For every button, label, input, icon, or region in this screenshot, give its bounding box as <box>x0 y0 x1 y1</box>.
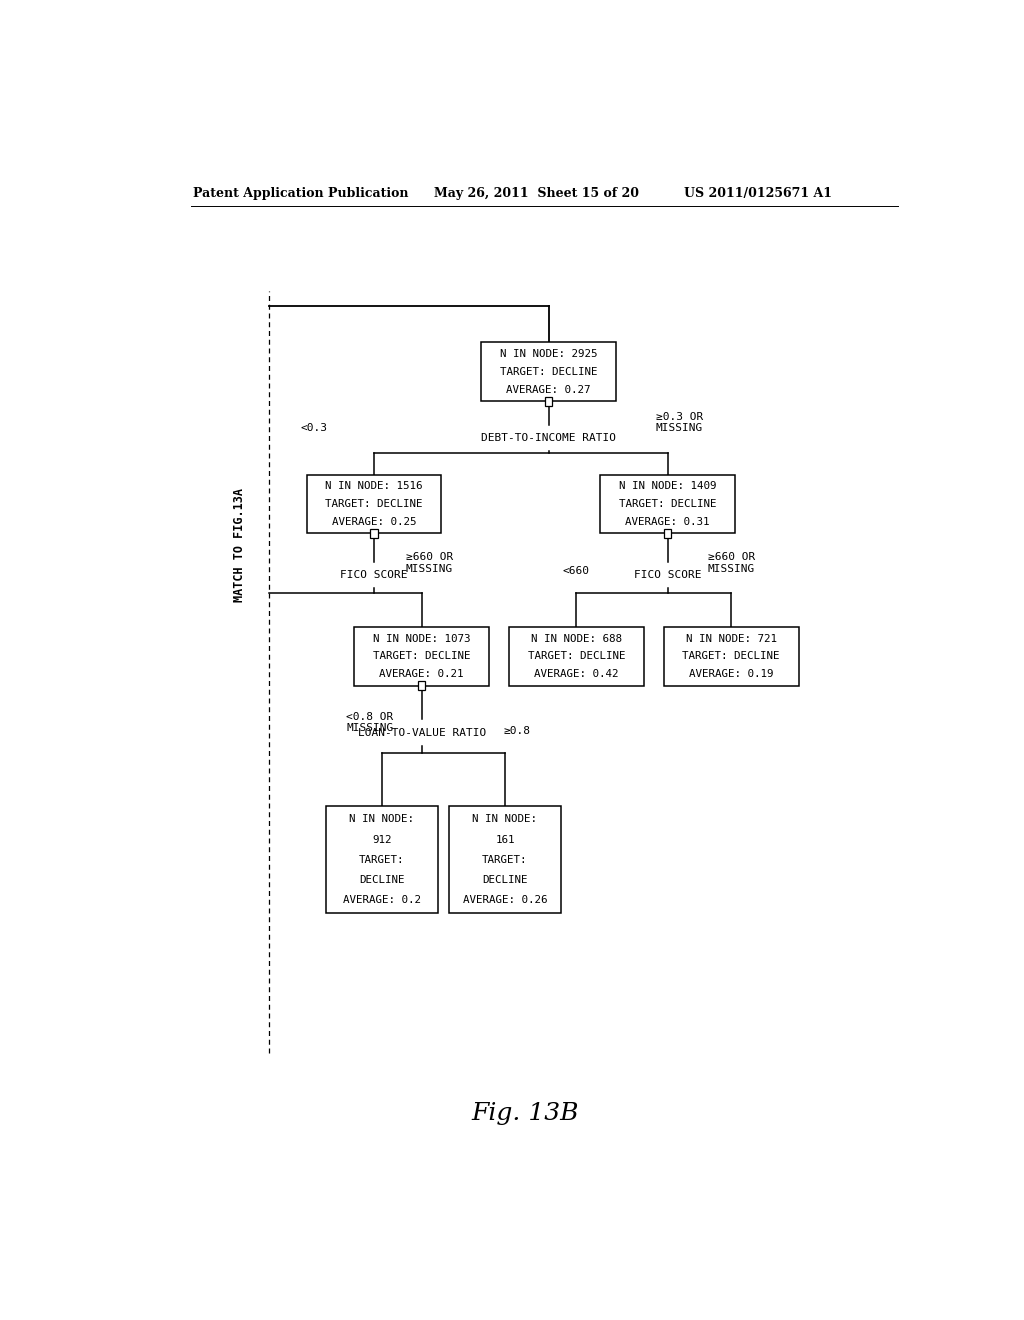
Text: Patent Application Publication: Patent Application Publication <box>194 187 409 201</box>
Text: Fig. 13B: Fig. 13B <box>471 1102 579 1126</box>
Text: N IN NODE:: N IN NODE: <box>472 814 538 825</box>
FancyBboxPatch shape <box>306 474 441 533</box>
Text: AVERAGE: 0.27: AVERAGE: 0.27 <box>506 384 591 395</box>
Text: <0.8 OR
MISSING: <0.8 OR MISSING <box>346 711 393 734</box>
Text: TARGET: DECLINE: TARGET: DECLINE <box>326 499 423 510</box>
Text: <660: <660 <box>563 566 590 576</box>
Text: AVERAGE: 0.21: AVERAGE: 0.21 <box>379 669 464 680</box>
FancyBboxPatch shape <box>450 807 560 913</box>
Text: ≥0.8: ≥0.8 <box>504 726 530 735</box>
Text: ≥660 OR
MISSING: ≥660 OR MISSING <box>708 552 755 574</box>
Text: N IN NODE: 1516: N IN NODE: 1516 <box>326 480 423 491</box>
Text: AVERAGE: 0.42: AVERAGE: 0.42 <box>535 669 618 680</box>
Text: <0.3: <0.3 <box>301 422 328 433</box>
FancyBboxPatch shape <box>481 342 616 401</box>
Text: TARGET: DECLINE: TARGET: DECLINE <box>373 652 470 661</box>
Text: DEBT-TO-INCOME RATIO: DEBT-TO-INCOME RATIO <box>481 433 616 444</box>
FancyBboxPatch shape <box>327 807 437 913</box>
Text: DECLINE: DECLINE <box>359 875 404 884</box>
Text: TARGET: DECLINE: TARGET: DECLINE <box>527 652 625 661</box>
FancyBboxPatch shape <box>600 474 735 533</box>
Text: TARGET:: TARGET: <box>482 855 527 865</box>
Text: LOAN-TO-VALUE RATIO: LOAN-TO-VALUE RATIO <box>357 727 485 738</box>
Text: TARGET: DECLINE: TARGET: DECLINE <box>682 652 780 661</box>
Text: N IN NODE:: N IN NODE: <box>349 814 415 825</box>
Text: FICO SCORE: FICO SCORE <box>634 570 701 579</box>
Bar <box>371 529 378 539</box>
Text: TARGET: DECLINE: TARGET: DECLINE <box>500 367 597 376</box>
FancyBboxPatch shape <box>509 627 644 686</box>
Text: N IN NODE: 688: N IN NODE: 688 <box>530 634 622 644</box>
Text: 912: 912 <box>372 834 392 845</box>
Text: N IN NODE: 721: N IN NODE: 721 <box>686 634 776 644</box>
Text: N IN NODE: 1073: N IN NODE: 1073 <box>373 634 470 644</box>
Text: AVERAGE: 0.26: AVERAGE: 0.26 <box>463 895 547 906</box>
Text: MATCH TO FIG.13A: MATCH TO FIG.13A <box>232 487 246 602</box>
Bar <box>418 681 425 690</box>
Text: 161: 161 <box>496 834 515 845</box>
Text: AVERAGE: 0.25: AVERAGE: 0.25 <box>332 517 417 527</box>
Text: TARGET:: TARGET: <box>359 855 404 865</box>
Text: May 26, 2011  Sheet 15 of 20: May 26, 2011 Sheet 15 of 20 <box>433 187 639 201</box>
Text: ≥0.3 OR
MISSING: ≥0.3 OR MISSING <box>656 412 703 433</box>
Bar <box>545 397 552 405</box>
Text: AVERAGE: 0.19: AVERAGE: 0.19 <box>689 669 773 680</box>
Text: FICO SCORE: FICO SCORE <box>340 570 408 579</box>
Text: ≥660 OR
MISSING: ≥660 OR MISSING <box>406 552 454 574</box>
Text: US 2011/0125671 A1: US 2011/0125671 A1 <box>684 187 831 201</box>
FancyBboxPatch shape <box>354 627 489 686</box>
Bar <box>665 529 671 539</box>
Text: N IN NODE: 2925: N IN NODE: 2925 <box>500 348 597 359</box>
Text: DECLINE: DECLINE <box>482 875 527 884</box>
FancyBboxPatch shape <box>664 627 799 686</box>
Text: N IN NODE: 1409: N IN NODE: 1409 <box>618 480 717 491</box>
Text: AVERAGE: 0.2: AVERAGE: 0.2 <box>343 895 421 906</box>
Text: AVERAGE: 0.31: AVERAGE: 0.31 <box>626 517 710 527</box>
Text: TARGET: DECLINE: TARGET: DECLINE <box>618 499 717 510</box>
